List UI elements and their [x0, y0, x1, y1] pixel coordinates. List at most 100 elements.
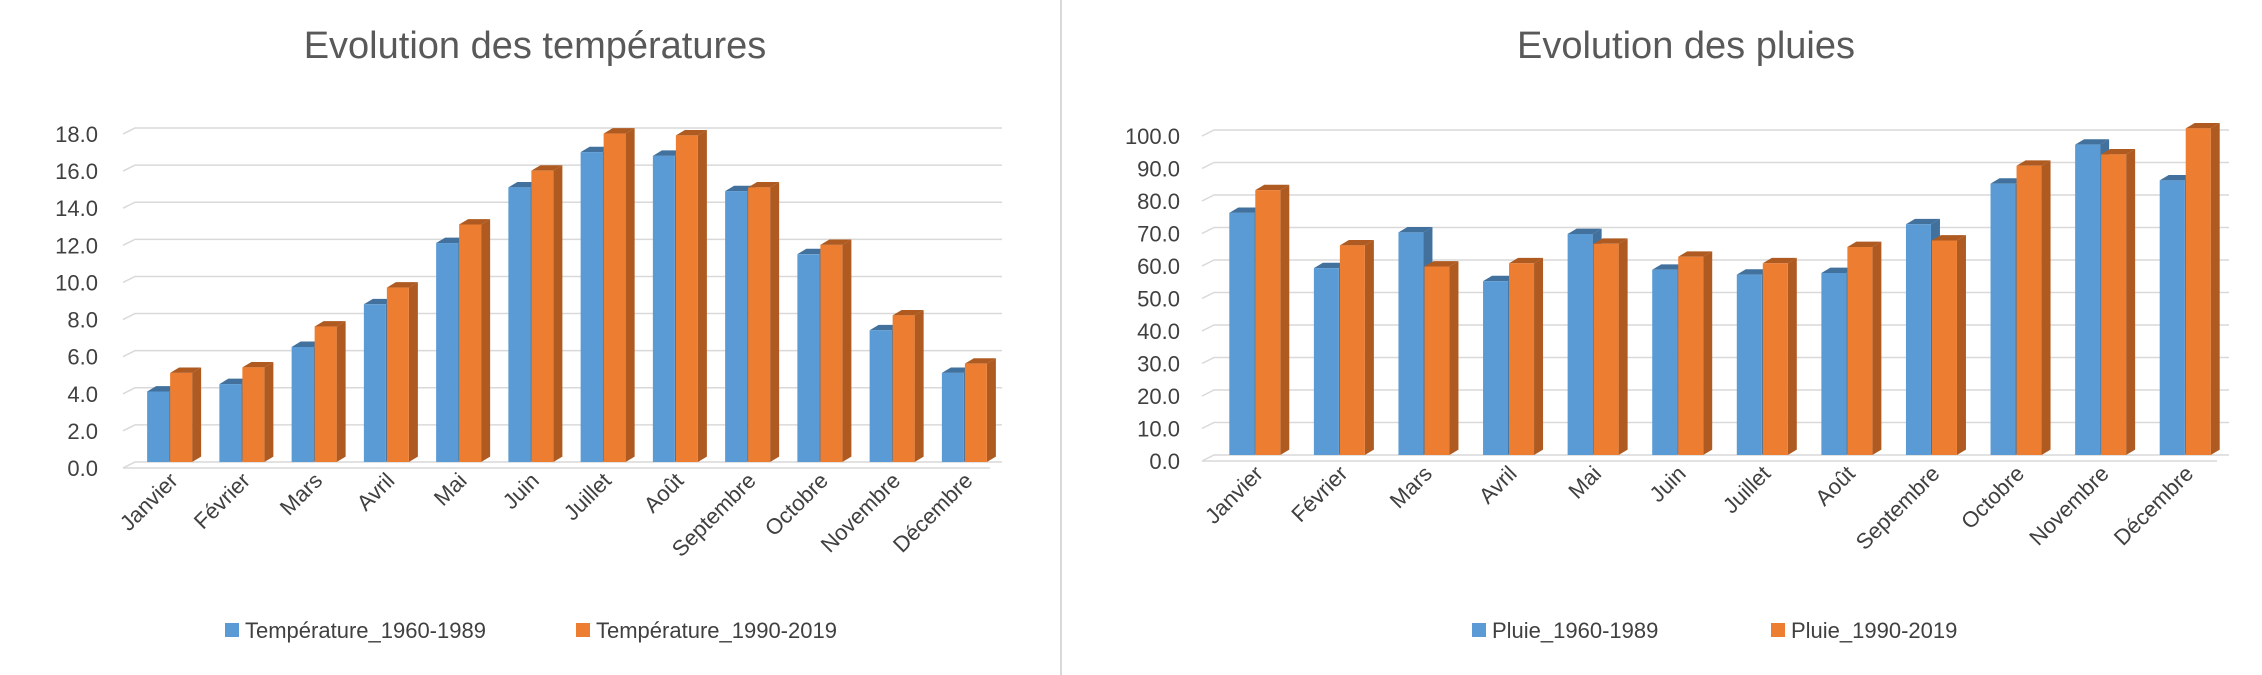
legend-swatch — [1472, 623, 1486, 637]
bar-top — [531, 165, 563, 171]
bar-side — [2210, 122, 2220, 455]
bar-top — [675, 130, 707, 136]
bar-side — [770, 181, 780, 462]
bar-front — [1509, 263, 1535, 455]
gridline — [122, 349, 1002, 358]
gridline — [1201, 324, 2229, 332]
bar-front — [1678, 256, 1704, 455]
chart-title: Evolution des pluies — [1517, 25, 1855, 67]
bar — [1762, 257, 1797, 455]
bar-top — [1931, 235, 1966, 241]
bar — [1931, 235, 1966, 455]
bar — [314, 321, 346, 462]
bar-front — [1762, 263, 1788, 455]
bar-front — [147, 391, 170, 462]
bar-side — [553, 165, 563, 462]
y-tick-label: 90.0 — [1137, 157, 1180, 182]
y-tick-label: 10.0 — [55, 270, 98, 295]
y-tick-label: 6.0 — [67, 345, 98, 370]
gridline — [1201, 129, 2229, 137]
gridline — [1201, 356, 2229, 365]
bar-side — [408, 282, 418, 462]
x-category-label: Septembre — [1851, 461, 1945, 555]
bar-front — [725, 191, 748, 463]
x-category-label: Avril — [352, 468, 400, 516]
bar — [242, 361, 274, 462]
bar — [1678, 251, 1713, 455]
bar-top — [2159, 174, 2194, 181]
legend-label: Pluie_1990-2019 — [1791, 618, 1957, 643]
bar-top — [1424, 261, 1459, 267]
bar-front — [964, 363, 987, 462]
bar-top — [1652, 264, 1687, 270]
bar-front — [1990, 183, 2016, 455]
bar-top — [892, 310, 924, 316]
bar — [2016, 160, 2051, 455]
legend-label: Pluie_1960-1989 — [1492, 618, 1658, 643]
bar — [1424, 261, 1459, 455]
bar-side — [914, 310, 924, 462]
bar-top — [1847, 241, 1882, 247]
y-tick-label: 50.0 — [1137, 287, 1180, 312]
x-category-label: Avril — [1474, 461, 1522, 509]
bar-front — [675, 135, 698, 462]
gridline — [1201, 161, 2229, 170]
bar-front — [1931, 240, 1957, 455]
gridline — [1201, 291, 2229, 300]
y-tick-label: 10.0 — [1137, 417, 1180, 442]
bar-front — [242, 367, 265, 462]
y-tick-label: 4.0 — [67, 382, 98, 407]
bar-front — [314, 326, 337, 462]
bar-front — [580, 152, 603, 462]
y-tick-label: 2.0 — [67, 419, 98, 444]
x-category-label: Décembre — [2109, 461, 2198, 550]
bar-side — [1364, 239, 1374, 455]
bar-top — [1821, 267, 1856, 273]
bar-side — [1956, 235, 1966, 455]
rain-chart: Evolution des pluies 0.0 10.0 20.0 30.0 40.0… — [1125, 25, 2229, 643]
gridline — [1201, 389, 2229, 397]
bar-side — [986, 358, 996, 462]
bar-front — [1567, 234, 1593, 455]
bar-top — [1736, 269, 1771, 275]
bar-top — [964, 358, 996, 364]
bar-side — [1787, 257, 1797, 455]
gridline — [1201, 194, 2229, 202]
bar-top — [1255, 184, 1290, 191]
bar-top — [820, 239, 852, 245]
bar — [1847, 241, 1882, 455]
bar-front — [386, 287, 409, 462]
y-tick-label: 18.0 — [55, 122, 98, 147]
bar-front — [1652, 269, 1678, 455]
bar-front — [1847, 247, 1873, 455]
bar-front — [1424, 266, 1450, 455]
bar-top — [1593, 238, 1628, 244]
y-tick-label: 12.0 — [55, 233, 98, 258]
y-tick-label: 100.0 — [1125, 124, 1180, 149]
bar-side — [625, 128, 635, 462]
y-tick-label: 0.0 — [67, 456, 98, 481]
bar-side — [192, 367, 202, 462]
bar-top — [242, 361, 274, 368]
bar — [1509, 257, 1544, 455]
bar-front — [1821, 273, 1847, 455]
x-category-label: Juin — [498, 468, 544, 514]
gridline — [122, 201, 1002, 209]
bar-top — [2185, 122, 2220, 129]
x-category-label: Octobre — [760, 468, 833, 541]
bar-front — [892, 315, 915, 462]
gridline — [1201, 226, 2229, 235]
bar-side — [1703, 251, 1713, 455]
bar-front — [170, 372, 193, 462]
bar-side — [1534, 257, 1544, 455]
bar-top — [170, 367, 202, 373]
y-tick-label: 14.0 — [55, 196, 98, 221]
y-tick-label: 80.0 — [1137, 189, 1180, 214]
x-category-label: Août — [639, 468, 689, 518]
bar-top — [1990, 178, 2025, 184]
bar-top — [386, 282, 418, 288]
bar-front — [291, 346, 314, 462]
gridline — [1201, 454, 2229, 462]
bar-front — [1398, 232, 1424, 455]
bar-front — [2075, 144, 2101, 455]
